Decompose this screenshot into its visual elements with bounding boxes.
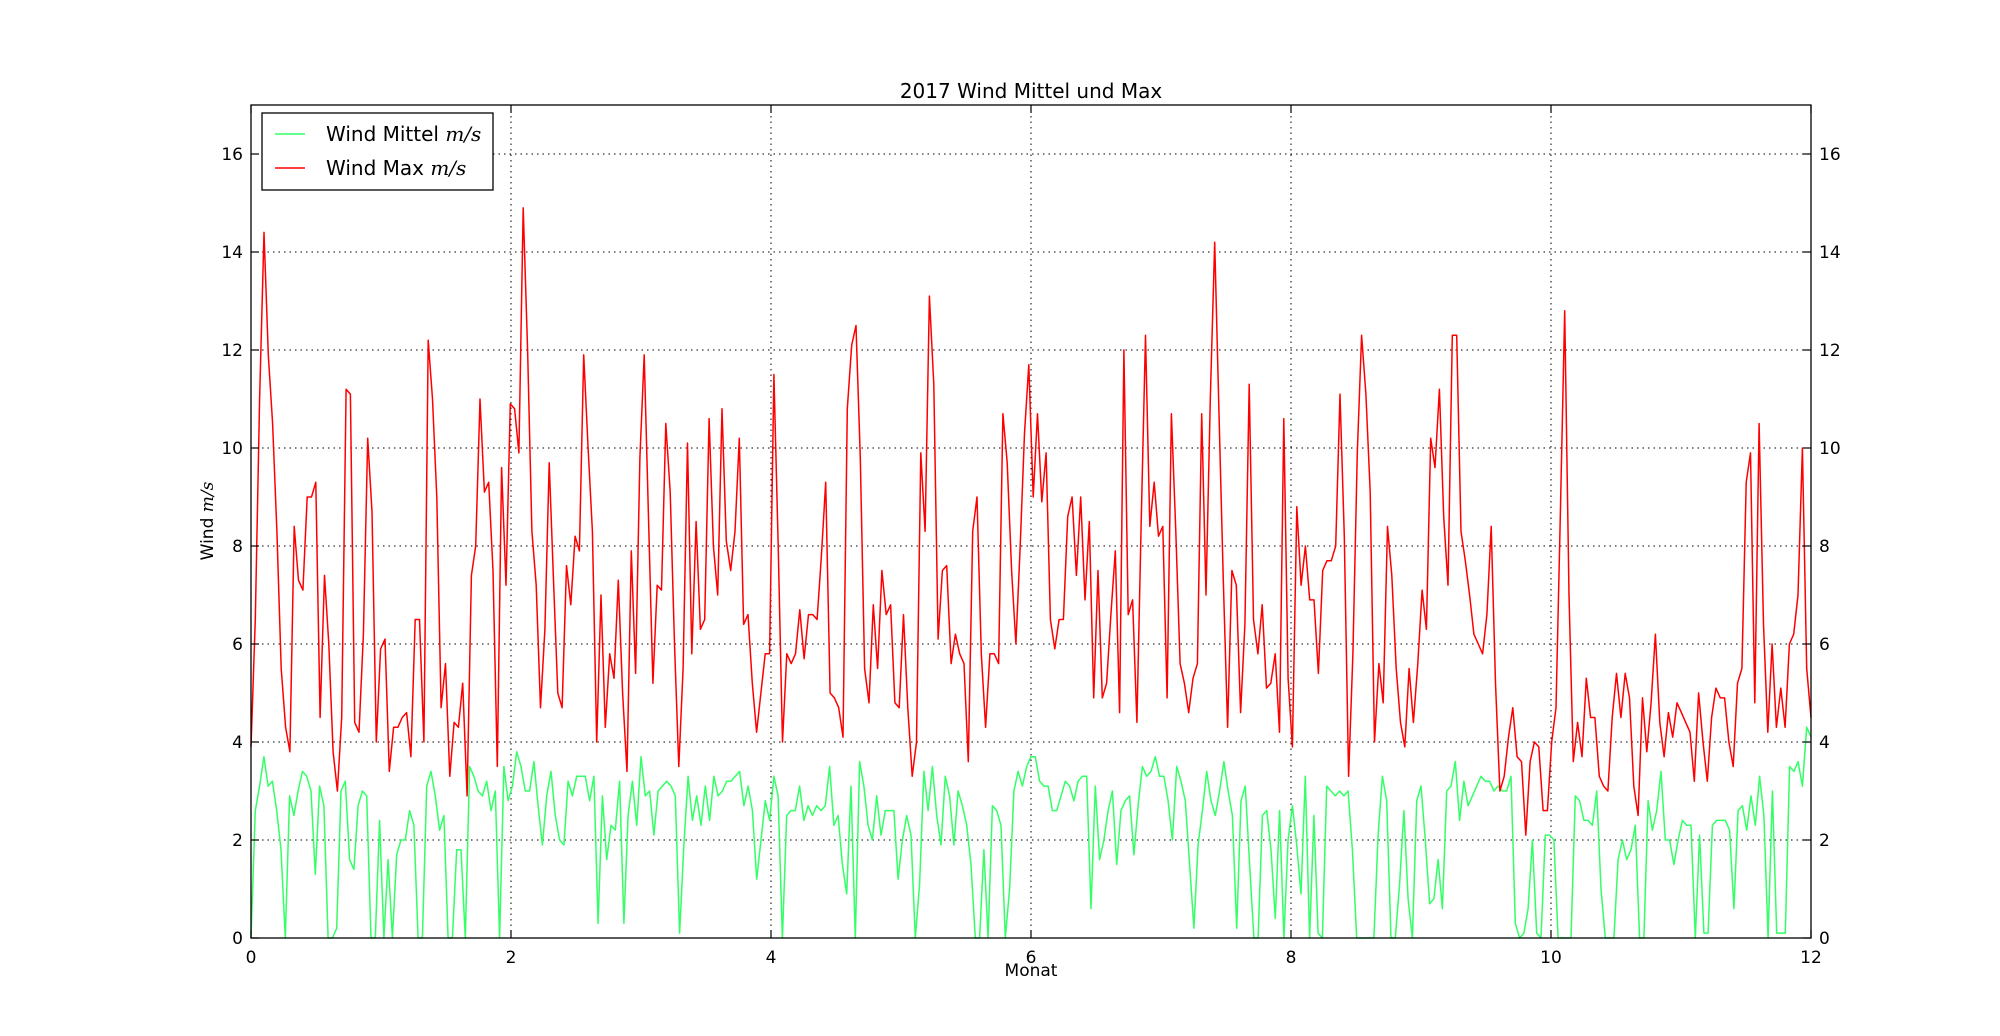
y-tick-label-right: 12 <box>1819 341 1841 361</box>
legend-box <box>261 112 494 191</box>
legend-unit-wind-mittel: m/s <box>445 122 481 146</box>
legend-name-wind-mittel: Wind Mittel <box>326 122 439 146</box>
x-tick-label: 8 <box>1286 948 1297 968</box>
x-tick-label: 12 <box>1800 948 1822 968</box>
y-tick-label-right: 4 <box>1819 733 1830 753</box>
grid <box>251 105 1811 938</box>
y-axis-label-text: Wind <box>198 518 218 561</box>
x-tick-label: 2 <box>506 948 517 968</box>
x-tick-label: 4 <box>766 948 777 968</box>
plot-frame <box>250 104 1812 939</box>
y-tick-label-right: 16 <box>1819 145 1841 165</box>
legend-label-wind-max: Wind Max m/s <box>326 156 466 180</box>
y-tick-label: 4 <box>232 733 243 753</box>
y-tick-label: 12 <box>221 341 243 361</box>
series-line-wind-max <box>250 207 1812 836</box>
y-tick-label-right: 6 <box>1819 635 1830 655</box>
y-tick-label: 0 <box>232 929 243 949</box>
y-tick-label-right: 0 <box>1819 929 1830 949</box>
y-tick-label: 6 <box>232 635 243 655</box>
x-tick-label: 10 <box>1540 948 1562 968</box>
y-tick-label-right: 2 <box>1819 831 1830 851</box>
legend: Wind Mittel m/s Wind Max m/s <box>261 112 494 191</box>
series-layer <box>250 207 1812 939</box>
y-tick-label: 2 <box>232 831 243 851</box>
x-tick-label: 0 <box>246 948 257 968</box>
y-tick-label: 8 <box>232 537 243 557</box>
y-axis-label: Wind m/s <box>198 481 218 560</box>
y-tick-label-right: 8 <box>1819 537 1830 557</box>
legend-label-wind-mittel: Wind Mittel m/s <box>326 122 481 146</box>
y-tick-label: 14 <box>221 243 243 263</box>
y-tick-label: 16 <box>221 145 243 165</box>
x-axis-label: Monat <box>1005 961 1058 981</box>
y-tick-label-right: 10 <box>1819 439 1841 459</box>
y-axis-label-unit: m/s <box>198 481 218 512</box>
x-tick-label: 6 <box>1026 948 1037 968</box>
legend-name-wind-max: Wind Max <box>326 156 424 180</box>
y-tick-label: 10 <box>221 439 243 459</box>
legend-unit-wind-max: m/s <box>430 156 466 180</box>
chart-title: 2017 Wind Mittel und Max <box>900 79 1163 103</box>
series-line-wind-mittel <box>250 726 1812 939</box>
y-tick-label-right: 14 <box>1819 243 1841 263</box>
